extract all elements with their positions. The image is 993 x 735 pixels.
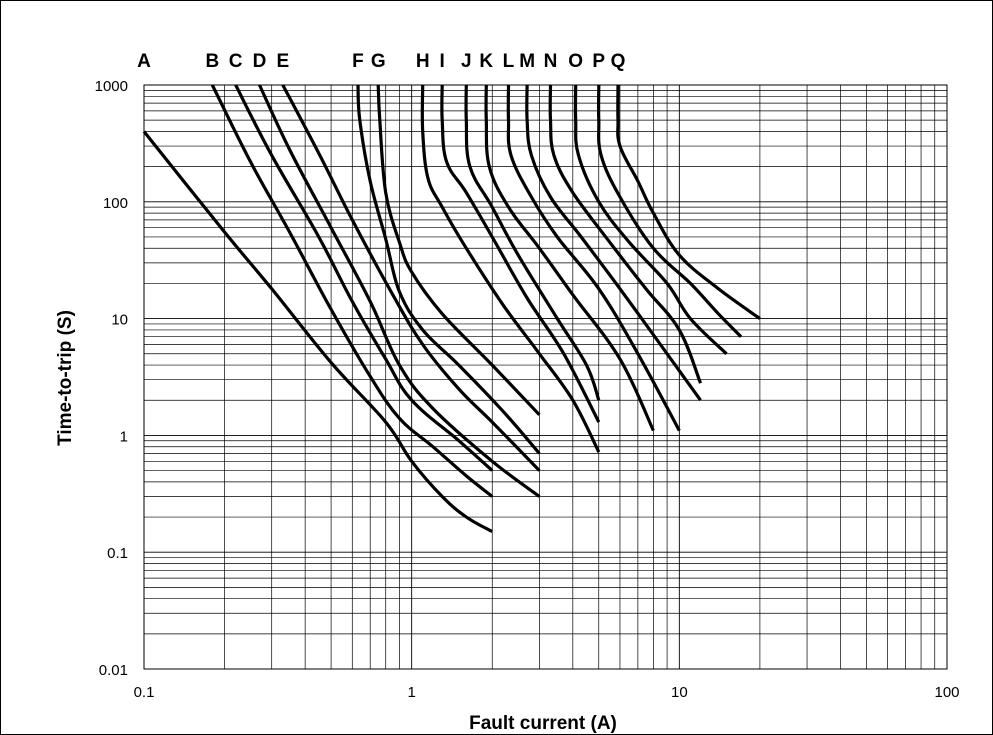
curve-label-j: J [461, 51, 472, 72]
y-tick-label: 1 [120, 428, 128, 445]
y-tick-label: 1000 [95, 78, 128, 95]
plot-area-border [143, 84, 948, 670]
trip-curve-h [420, 84, 601, 453]
curve-label-c: C [229, 51, 243, 72]
trip-curve-f [356, 84, 541, 455]
curve-label-d: D [253, 51, 267, 72]
y-tick-label: 100 [103, 195, 128, 212]
trip-curve-n [548, 84, 702, 384]
trip-curve-m [525, 84, 702, 402]
trip-curve-a [142, 130, 493, 534]
x-tick-label: 0.1 [134, 684, 155, 701]
curve-label-h: H [416, 51, 430, 72]
curve-label-a: A [137, 51, 151, 72]
trip-curve-i [440, 84, 601, 423]
trip-curve-k [484, 84, 655, 432]
curve-label-q: Q [611, 51, 626, 72]
trip-curve-p [596, 84, 743, 338]
y-tick-label: 10 [111, 312, 128, 329]
trip-curve-l [506, 84, 681, 432]
y-tick-label: 0.01 [99, 662, 128, 679]
trip-curve-b [210, 84, 494, 498]
trip-curve-e [281, 84, 541, 472]
curve-label-b: B [205, 51, 219, 72]
curve-label-p: P [592, 51, 605, 72]
curve-label-o: O [568, 51, 583, 72]
grid [143, 84, 948, 670]
y-axis-title: Time-to-trip (S) [55, 310, 76, 446]
curve-label-k: K [479, 51, 493, 72]
curve-label-f: F [352, 51, 364, 72]
trip-curve-c [234, 84, 494, 472]
curves [142, 84, 761, 534]
x-tick-label: 1 [407, 684, 415, 701]
curve-label-e: E [276, 51, 289, 72]
x-axis-title: Fault current (A) [469, 713, 617, 734]
trip-curve-o [573, 84, 728, 355]
x-tick-label: 10 [671, 684, 688, 701]
trip-curve-q [616, 84, 761, 320]
tick-labels: 0.1 1 10 100 0.01 0.1 1 10 100 1000 [95, 78, 960, 701]
x-tick-label: 100 [934, 684, 959, 701]
curve-label-g: G [371, 51, 386, 72]
trip-curve-j [464, 84, 601, 401]
curve-label-n: N [544, 51, 558, 72]
curve-label-i: I [440, 51, 445, 72]
trip-curve-d [258, 84, 541, 498]
y-tick-label: 0.1 [107, 545, 128, 562]
trip-curve-g [376, 84, 541, 416]
curve-label-l: L [503, 51, 515, 72]
curve-label-m: M [519, 51, 535, 72]
